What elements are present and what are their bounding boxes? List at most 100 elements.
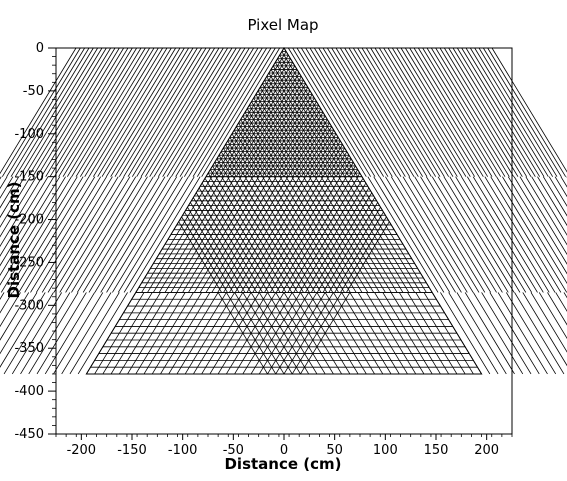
mesh-diagonal-line: [110, 47, 190, 177]
mesh-diagonal-line: [404, 47, 484, 177]
mesh-diagonal-line: [261, 94, 313, 177]
mesh-diagonal-line: [365, 292, 417, 375]
mesh-diagonal-line: [331, 47, 411, 177]
mesh-diagonal-line: [181, 216, 228, 293]
y-axis: 0 -50 -100 -150 -200 -250 -300 -350 -400 -450: [14, 41, 56, 442]
mesh-diagonal-line: [309, 133, 337, 177]
mesh-diagonal-line: [225, 144, 246, 177]
mesh-diagonal-line: [88, 176, 160, 293]
mesh-diagonal-line: [431, 176, 503, 293]
mesh-diagonal-line: [496, 176, 567, 293]
y-tick-label: -450: [14, 427, 44, 442]
mesh-diagonal-line: [0, 292, 46, 368]
mesh-diagonal-line: [349, 292, 400, 375]
mesh-diagonal-line: [547, 292, 567, 326]
mesh-diagonal-line: [478, 176, 550, 293]
mesh-diagonal-line: [233, 129, 263, 177]
mesh-diagonal-line: [279, 176, 351, 293]
mesh-diagonal-line: [97, 47, 177, 177]
mesh-diagonal-line: [379, 176, 451, 293]
mesh-diagonal-line: [300, 126, 333, 177]
x-axis: -200 -150 -100 -50 0 50 100 150 200: [55, 434, 513, 458]
mesh-diagonal-line: [270, 101, 317, 177]
mesh-diagonal-line: [318, 47, 398, 177]
mesh-diagonal-line: [190, 202, 246, 293]
mesh-diagonal-line: [143, 292, 194, 375]
mesh-diagonal-line: [220, 151, 237, 177]
mesh-diagonal-line: [285, 176, 357, 293]
mesh-diagonal-line: [0, 292, 30, 341]
mesh-diagonal-line: [71, 176, 142, 293]
mesh-diagonal-line: [443, 47, 523, 177]
mesh-diagonal-line: [195, 192, 258, 293]
mesh-diagonal-line: [422, 47, 502, 177]
mesh-diagonal-line: [75, 47, 155, 177]
mesh-diagonal-line: [102, 292, 153, 375]
mesh-diagonal-line: [299, 182, 367, 293]
mesh-diagonal-line: [287, 176, 359, 293]
y-tick-label: -50: [23, 84, 44, 99]
mesh-diagonal-line: [84, 47, 164, 177]
mesh-diagonal-line: [409, 47, 489, 177]
mesh-diagonal-line: [258, 292, 310, 375]
mesh-diagonal-line: [49, 47, 129, 177]
mesh-diagonal-line: [199, 176, 271, 293]
mesh-diagonal-line: [6, 176, 78, 293]
mesh-diagonal-line: [391, 47, 471, 177]
mesh-diagonal-line: [382, 292, 433, 375]
mesh-diagonal-line: [221, 176, 293, 293]
mesh-diagonal-line: [215, 176, 287, 293]
x-tick-label: 50: [326, 443, 343, 458]
mesh-diagonal-line: [543, 176, 567, 217]
mesh-diagonal-line: [235, 72, 300, 177]
mesh-diagonal-line: [82, 176, 154, 293]
mesh-diagonal-line: [0, 176, 55, 267]
y-tick-label: -150: [14, 170, 44, 185]
y-tick-label: -350: [14, 341, 44, 356]
mesh-diagonal-line: [344, 47, 424, 177]
mesh-diagonal-line: [277, 58, 350, 177]
mesh-diagonal-line: [396, 47, 476, 177]
mesh-diagonal-line: [141, 176, 213, 293]
mesh-diagonal-line: [214, 54, 289, 177]
pixel-map-outline: [85, 47, 483, 375]
mesh-diagonal-line: [0, 292, 21, 328]
mesh-diagonal-line: [211, 176, 283, 293]
mesh-diagonal-line: [201, 292, 252, 375]
mesh-diagonal-line: [0, 176, 20, 209]
mesh-diagonal-line: [316, 197, 376, 293]
mesh-diagonal-line: [346, 221, 390, 293]
mesh-diagonal-line: [248, 83, 307, 177]
mesh-diagonal-line: [402, 176, 474, 293]
mesh-diagonal-line: [352, 47, 432, 177]
mesh-diagonal-line: [344, 176, 415, 293]
mesh-diagonal-line: [473, 292, 524, 375]
mesh-diagonal-line: [10, 47, 90, 177]
mesh-diagonal-line: [522, 292, 567, 367]
mesh-diagonal-line: [472, 176, 544, 293]
mesh-diagonal-line: [179, 47, 259, 177]
mesh-diagonal-line: [238, 176, 310, 293]
mesh-diagonal-line: [209, 292, 260, 375]
mesh-diagonal-line: [144, 47, 224, 177]
mesh-diagonal-line: [175, 47, 255, 177]
mesh-diagonal-line: [28, 292, 79, 375]
mesh-diagonal-line: [240, 76, 302, 177]
mesh-diagonal-line: [275, 176, 347, 293]
mesh-diagonal-line: [207, 172, 211, 177]
mesh-diagonal-line: [266, 97, 315, 177]
y-tick-label: 0: [36, 41, 44, 56]
mesh-diagonal-line: [77, 292, 128, 375]
mesh-diagonal-line: [170, 47, 250, 177]
mesh-diagonal-line: [217, 176, 289, 293]
mesh-diagonal-line: [407, 292, 458, 375]
mesh-diagonal-line: [283, 292, 334, 375]
mesh-diagonal-line: [297, 176, 369, 293]
mesh-diagonal-line: [349, 176, 421, 293]
mesh-diagonal-line: [201, 47, 281, 177]
mesh-diagonal-line: [267, 292, 318, 375]
mesh-diagonal-line: [489, 292, 540, 375]
mesh-diagonal-line: [273, 176, 345, 293]
mesh-diagonal-line: [400, 47, 480, 177]
mesh-diagonal-line: [335, 47, 415, 177]
